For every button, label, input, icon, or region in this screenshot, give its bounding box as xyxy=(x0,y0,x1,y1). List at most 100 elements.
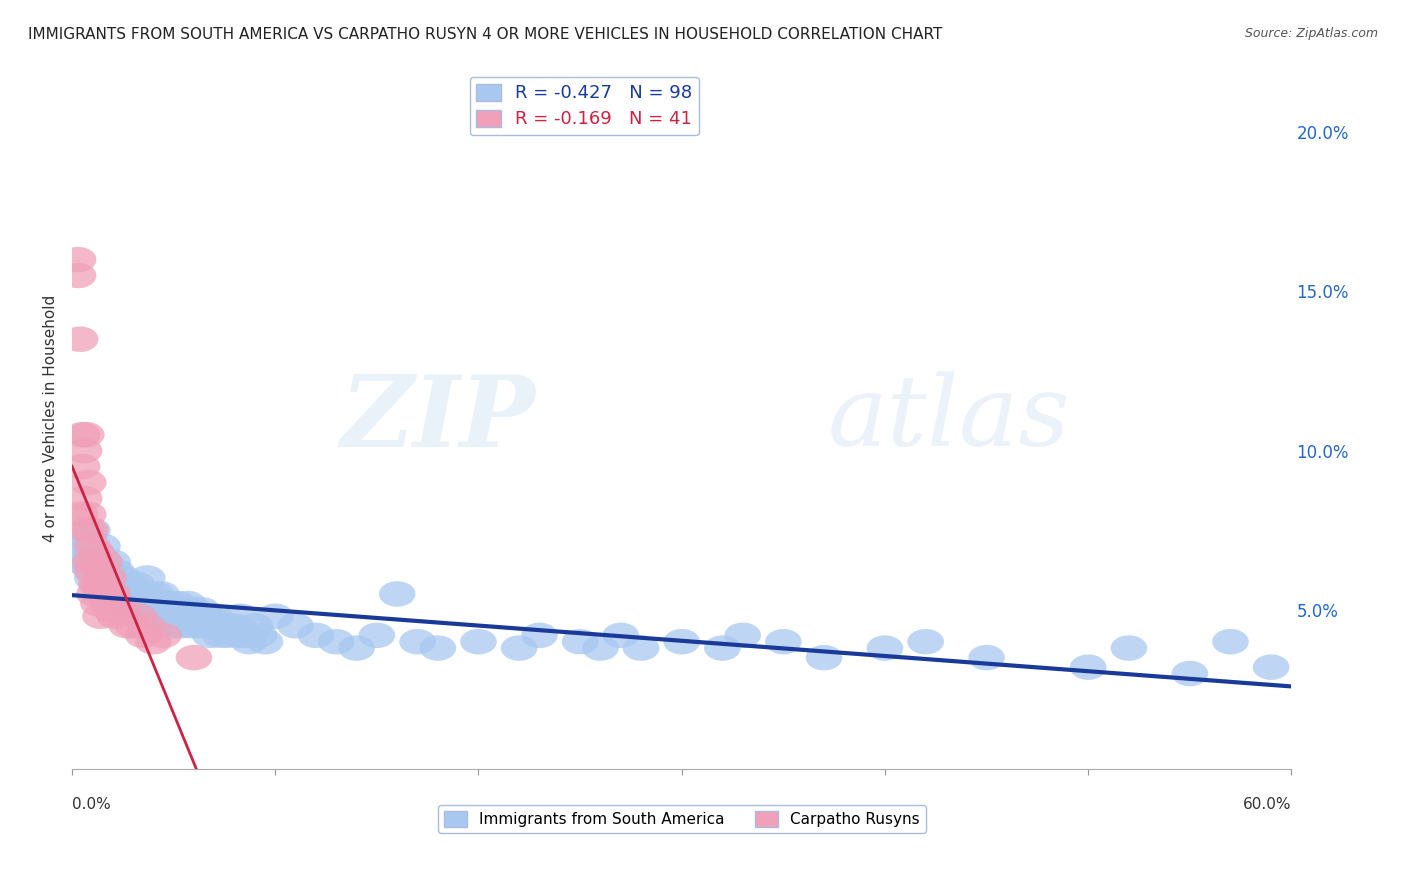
Ellipse shape xyxy=(240,623,277,648)
Ellipse shape xyxy=(82,604,118,629)
Ellipse shape xyxy=(724,623,761,648)
Ellipse shape xyxy=(89,582,125,607)
Ellipse shape xyxy=(193,623,229,648)
Ellipse shape xyxy=(70,501,107,527)
Ellipse shape xyxy=(79,572,115,597)
Ellipse shape xyxy=(166,597,202,623)
Ellipse shape xyxy=(298,623,335,648)
Ellipse shape xyxy=(97,604,134,629)
Ellipse shape xyxy=(84,533,121,559)
Ellipse shape xyxy=(80,556,117,582)
Ellipse shape xyxy=(226,623,263,648)
Ellipse shape xyxy=(94,582,131,607)
Ellipse shape xyxy=(1253,655,1289,680)
Y-axis label: 4 or more Vehicles in Household: 4 or more Vehicles in Household xyxy=(44,295,58,542)
Ellipse shape xyxy=(231,629,267,655)
Ellipse shape xyxy=(108,613,145,639)
Ellipse shape xyxy=(172,613,208,639)
Ellipse shape xyxy=(72,549,108,574)
Ellipse shape xyxy=(207,613,243,639)
Ellipse shape xyxy=(1171,661,1208,686)
Ellipse shape xyxy=(186,604,222,629)
Ellipse shape xyxy=(75,533,111,559)
Ellipse shape xyxy=(125,623,162,648)
Ellipse shape xyxy=(221,623,257,648)
Ellipse shape xyxy=(623,635,659,661)
Ellipse shape xyxy=(86,549,122,574)
Ellipse shape xyxy=(202,623,239,648)
Ellipse shape xyxy=(111,572,148,597)
Ellipse shape xyxy=(907,629,943,655)
Ellipse shape xyxy=(75,559,111,584)
Text: IMMIGRANTS FROM SOUTH AMERICA VS CARPATHO RUSYN 4 OR MORE VEHICLES IN HOUSEHOLD : IMMIGRANTS FROM SOUTH AMERICA VS CARPATH… xyxy=(28,27,942,42)
Ellipse shape xyxy=(339,635,375,661)
Ellipse shape xyxy=(79,540,115,566)
Ellipse shape xyxy=(62,501,98,527)
Ellipse shape xyxy=(399,629,436,655)
Ellipse shape xyxy=(76,582,112,607)
Ellipse shape xyxy=(100,572,136,597)
Ellipse shape xyxy=(129,566,166,591)
Ellipse shape xyxy=(135,597,172,623)
Ellipse shape xyxy=(145,597,181,623)
Ellipse shape xyxy=(84,582,121,607)
Ellipse shape xyxy=(76,549,112,574)
Ellipse shape xyxy=(217,613,253,639)
Ellipse shape xyxy=(63,454,100,479)
Ellipse shape xyxy=(176,597,212,623)
Ellipse shape xyxy=(159,591,195,616)
Ellipse shape xyxy=(98,591,135,616)
Ellipse shape xyxy=(522,623,558,648)
Ellipse shape xyxy=(184,597,221,623)
Ellipse shape xyxy=(80,591,117,616)
Ellipse shape xyxy=(104,597,141,623)
Ellipse shape xyxy=(93,597,129,623)
Ellipse shape xyxy=(1111,635,1147,661)
Ellipse shape xyxy=(63,549,100,574)
Ellipse shape xyxy=(131,604,167,629)
Ellipse shape xyxy=(60,263,97,288)
Ellipse shape xyxy=(75,517,111,543)
Ellipse shape xyxy=(188,613,225,639)
Ellipse shape xyxy=(149,591,186,616)
Ellipse shape xyxy=(80,572,117,597)
Ellipse shape xyxy=(117,591,153,616)
Legend: Immigrants from South America, Carpatho Rusyns: Immigrants from South America, Carpatho … xyxy=(437,805,925,833)
Ellipse shape xyxy=(93,572,129,597)
Ellipse shape xyxy=(145,623,181,648)
Ellipse shape xyxy=(115,582,152,607)
Text: 60.0%: 60.0% xyxy=(1243,797,1292,812)
Ellipse shape xyxy=(90,559,127,584)
Ellipse shape xyxy=(107,582,143,607)
Ellipse shape xyxy=(247,629,284,655)
Ellipse shape xyxy=(257,604,294,629)
Ellipse shape xyxy=(704,635,741,661)
Ellipse shape xyxy=(70,470,107,495)
Text: 0.0%: 0.0% xyxy=(72,797,111,812)
Ellipse shape xyxy=(866,635,903,661)
Ellipse shape xyxy=(170,591,207,616)
Ellipse shape xyxy=(141,604,177,629)
Ellipse shape xyxy=(135,629,172,655)
Ellipse shape xyxy=(125,582,162,607)
Ellipse shape xyxy=(89,566,125,591)
Ellipse shape xyxy=(66,485,103,511)
Ellipse shape xyxy=(195,604,232,629)
Ellipse shape xyxy=(969,645,1005,671)
Ellipse shape xyxy=(277,613,314,639)
Ellipse shape xyxy=(806,645,842,671)
Ellipse shape xyxy=(765,629,801,655)
Ellipse shape xyxy=(67,517,104,543)
Ellipse shape xyxy=(501,635,537,661)
Ellipse shape xyxy=(118,572,155,597)
Ellipse shape xyxy=(222,604,259,629)
Text: ZIP: ZIP xyxy=(340,370,536,467)
Text: Source: ZipAtlas.com: Source: ZipAtlas.com xyxy=(1244,27,1378,40)
Ellipse shape xyxy=(180,604,217,629)
Ellipse shape xyxy=(1070,655,1107,680)
Ellipse shape xyxy=(152,613,188,639)
Ellipse shape xyxy=(181,613,218,639)
Ellipse shape xyxy=(70,549,107,574)
Ellipse shape xyxy=(75,566,111,591)
Ellipse shape xyxy=(127,591,163,616)
